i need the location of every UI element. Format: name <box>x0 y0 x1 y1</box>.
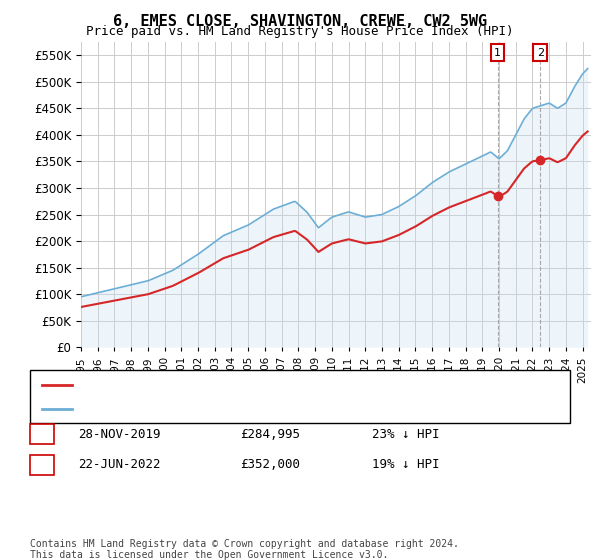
Text: 19% ↓ HPI: 19% ↓ HPI <box>372 458 439 472</box>
Text: HPI: Average price, detached house, Cheshire East: HPI: Average price, detached house, Ches… <box>81 404 412 414</box>
Text: 6, EMES CLOSE, SHAVINGTON, CREWE, CW2 5WG: 6, EMES CLOSE, SHAVINGTON, CREWE, CW2 5W… <box>113 14 487 29</box>
Text: £352,000: £352,000 <box>240 458 300 472</box>
Text: £284,995: £284,995 <box>240 427 300 441</box>
Text: 2: 2 <box>537 48 544 58</box>
Text: 22-JUN-2022: 22-JUN-2022 <box>78 458 161 472</box>
Text: 1: 1 <box>38 427 46 441</box>
Text: 28-NOV-2019: 28-NOV-2019 <box>78 427 161 441</box>
Text: Price paid vs. HM Land Registry's House Price Index (HPI): Price paid vs. HM Land Registry's House … <box>86 25 514 38</box>
Text: 2: 2 <box>38 458 46 472</box>
Text: 6, EMES CLOSE, SHAVINGTON, CREWE, CW2 5WG (detached house): 6, EMES CLOSE, SHAVINGTON, CREWE, CW2 5W… <box>81 380 473 390</box>
Text: Contains HM Land Registry data © Crown copyright and database right 2024.
This d: Contains HM Land Registry data © Crown c… <box>30 539 459 560</box>
Text: 23% ↓ HPI: 23% ↓ HPI <box>372 427 439 441</box>
Text: 1: 1 <box>494 48 501 58</box>
